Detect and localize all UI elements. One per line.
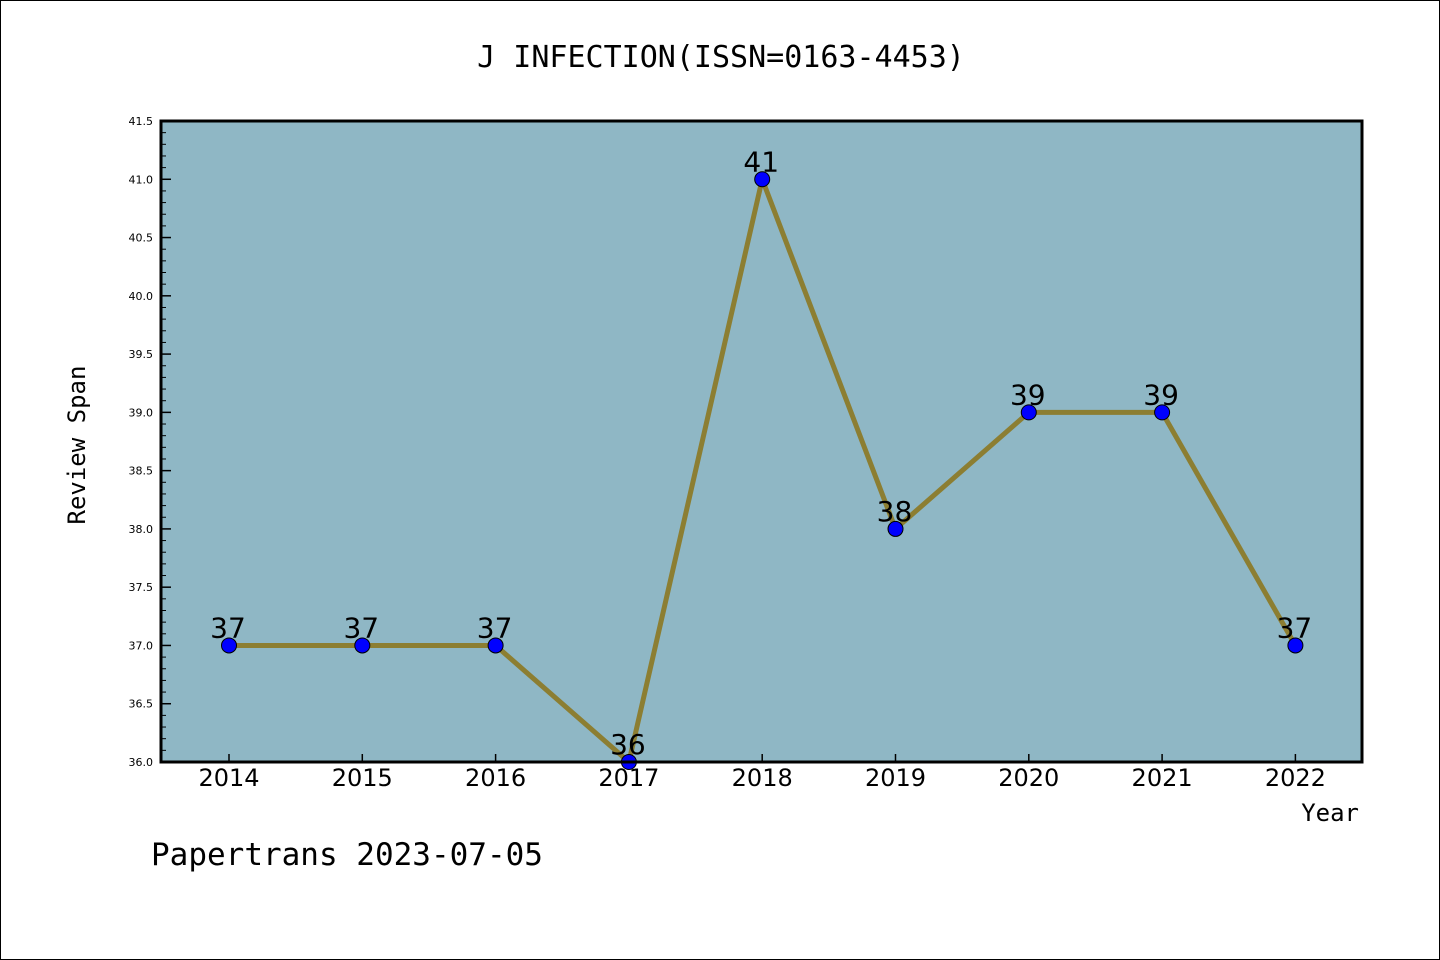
x-axis-label: Year	[1301, 799, 1359, 827]
plot-border	[159, 119, 1364, 764]
data-label: 37	[477, 611, 513, 644]
y-tick-label: 36.5	[129, 698, 154, 711]
watermark-text: Papertrans 2023-07-05	[151, 837, 543, 873]
y-tick-label: 38.5	[129, 465, 154, 478]
y-tick-label: 39.0	[129, 406, 154, 419]
series-review-span	[221, 171, 1304, 770]
data-label: 37	[1277, 611, 1313, 644]
x-tick-label: 2018	[732, 764, 793, 792]
data-point	[754, 171, 771, 188]
data-label: 37	[343, 611, 379, 644]
data-labels: 37 37 37 36 41 38 39 39 37	[210, 145, 1312, 761]
data-label: 41	[743, 145, 779, 178]
data-label: 39	[1143, 378, 1179, 411]
y-tick-label: 37.5	[129, 581, 154, 594]
x-tick-label: 2022	[1265, 764, 1326, 792]
data-label: 39	[1010, 378, 1046, 411]
data-point	[1020, 404, 1037, 421]
x-axis-ticks: 2014 2015 2016 2017 2018 2019 2020 2021 2022	[198, 754, 1326, 792]
y-axis-label: Review Span	[63, 366, 91, 525]
data-point	[221, 637, 237, 654]
y-tick-label: 41.0	[129, 173, 154, 186]
x-tick-label: 2019	[865, 764, 926, 792]
y-tick-label: 39.5	[129, 348, 154, 361]
y-tick-label: 37.0	[129, 639, 154, 652]
y-tick-label: 38.0	[129, 523, 154, 536]
x-tick-label: 2021	[1132, 764, 1193, 792]
x-tick-label: 2016	[465, 764, 526, 792]
plot-area	[161, 121, 1362, 762]
y-tick-label: 40.5	[129, 232, 154, 245]
data-point	[487, 637, 504, 654]
data-point	[354, 637, 371, 654]
data-point	[1154, 404, 1171, 421]
data-point	[1287, 637, 1304, 654]
y-tick-label: 41.5	[129, 115, 154, 128]
data-point	[887, 520, 904, 537]
x-tick-label: 2015	[332, 764, 393, 792]
data-label: 38	[877, 495, 913, 528]
data-label: 37	[210, 611, 246, 644]
data-label: 36	[610, 728, 646, 761]
y-tick-label: 40.0	[129, 290, 154, 303]
chart-title: J INFECTION(ISSN=0163-4453)	[477, 40, 965, 75]
x-tick-label: 2014	[198, 764, 259, 792]
y-tick-label: 36.0	[129, 756, 154, 769]
x-tick-label: 2020	[998, 764, 1059, 792]
